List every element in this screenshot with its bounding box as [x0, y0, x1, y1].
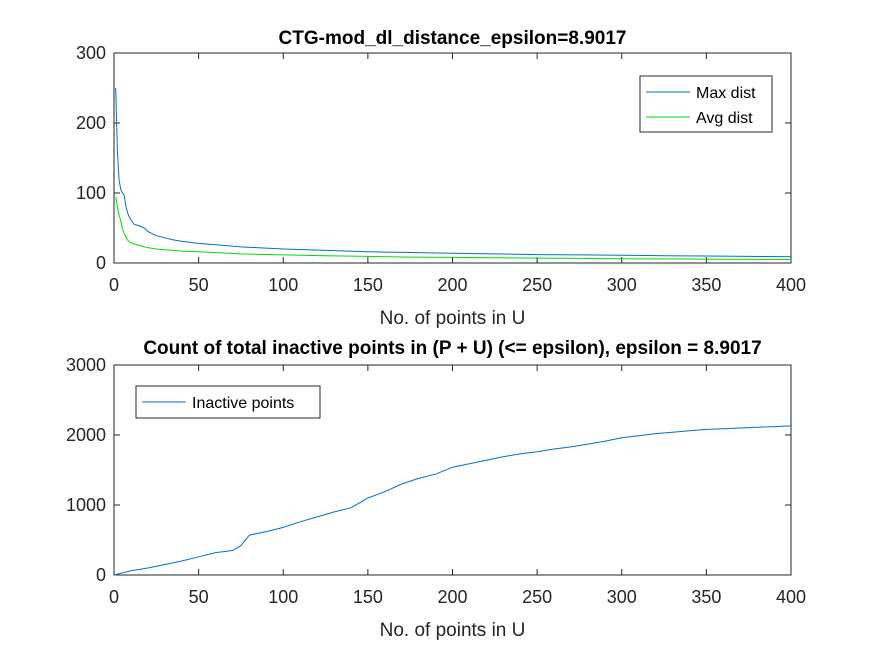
legend-box	[639, 75, 773, 133]
y-tick-label: 0	[96, 253, 106, 273]
legend: Inactive points	[135, 385, 321, 419]
x-tick-label: 200	[437, 275, 467, 295]
x-tick-label: 0	[109, 587, 119, 607]
chart-title: CTG-mod_dl_distance_epsilon=8.9017	[279, 28, 627, 49]
chart-title: Count of total inactive points in (P + U…	[143, 338, 761, 359]
x-tick-label: 150	[353, 587, 383, 607]
x-tick-label: 150	[353, 275, 383, 295]
x-tick-label: 100	[268, 587, 298, 607]
x-tick-label: 400	[776, 275, 806, 295]
legend-entry: Inactive points	[192, 395, 294, 412]
x-tick-label: 350	[691, 275, 721, 295]
y-tick-label: 0	[96, 565, 106, 585]
x-tick-label: 300	[607, 587, 637, 607]
x-tick-label: 100	[268, 275, 298, 295]
y-tick-label: 200	[76, 113, 106, 133]
legend: Max dist Avg dist	[639, 75, 773, 133]
series-line-avg-dist	[115, 196, 792, 260]
y-tick-label: 100	[76, 183, 106, 203]
legend-entry: Avg dist	[696, 110, 753, 127]
x-tick-label: 50	[189, 275, 209, 295]
x-tick-label: 0	[109, 275, 119, 295]
x-tick-label: 50	[189, 587, 209, 607]
y-tick-label: 2000	[66, 425, 106, 445]
x-axis-label: No. of points in U	[380, 308, 526, 329]
x-tick-label: 200	[437, 587, 467, 607]
top-axes: CTG-mod_dl_distance_epsilon=8.9017 0 50 100…	[76, 28, 806, 329]
y-tick-label: 3000	[66, 355, 106, 375]
x-tick-label: 400	[776, 587, 806, 607]
x-tick-label: 350	[691, 587, 721, 607]
x-tick-label: 250	[522, 587, 552, 607]
x-axis-label: No. of points in U	[380, 620, 526, 641]
x-tick-label: 250	[522, 275, 552, 295]
legend-entry: Max dist	[696, 85, 756, 102]
y-tick-label: 1000	[66, 495, 106, 515]
series-line-max-dist	[115, 87, 792, 258]
x-tick-label: 300	[607, 275, 637, 295]
y-tick-label: 300	[76, 43, 106, 63]
series-line-inactive-points	[113, 425, 792, 576]
bottom-axes: Count of total inactive points in (P + U…	[66, 338, 806, 641]
